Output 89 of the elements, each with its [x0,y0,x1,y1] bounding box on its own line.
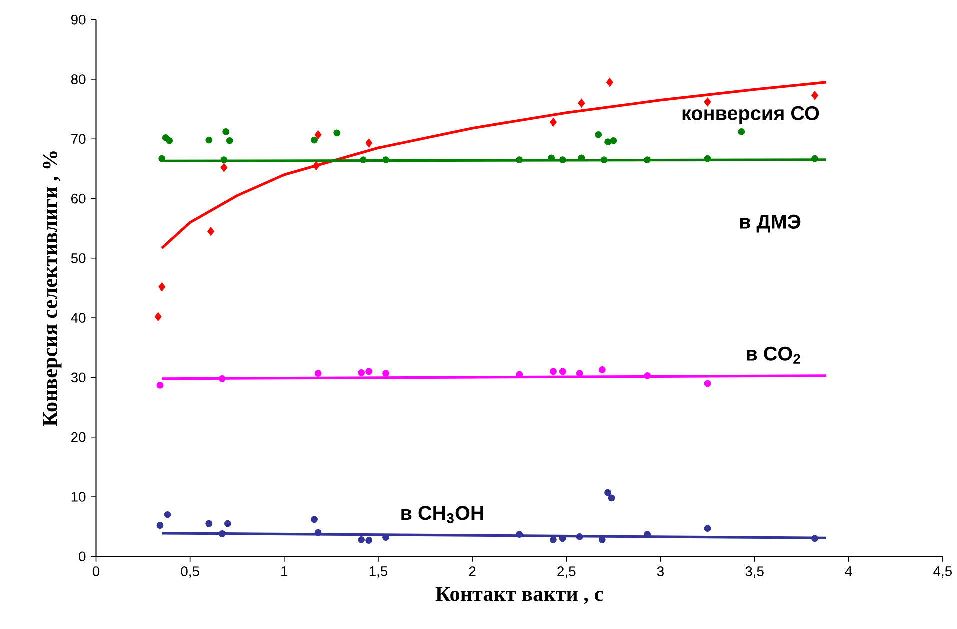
annotation: конверсия СО [682,106,820,124]
point [156,382,164,389]
point [166,137,174,144]
point [598,366,606,374]
point [314,529,322,536]
x-tick-label: 1 [282,566,288,576]
point [550,368,557,376]
point [516,531,524,538]
point [576,533,584,540]
point [206,520,213,528]
point [334,130,341,137]
point [224,520,232,528]
point [738,128,746,136]
point [311,516,318,524]
point [812,91,818,100]
point [382,370,390,377]
point [548,154,556,162]
point [218,375,226,382]
point [704,525,712,532]
x-tick-label: 4 [845,566,852,576]
point [382,156,390,164]
y-tick-label: 50 [71,253,86,264]
x-tick-label: 0,5 [181,566,200,578]
point [559,368,566,376]
point [576,370,584,377]
x-tick-label: 2 [469,566,476,576]
point [358,369,365,376]
y-tick-label: 30 [71,372,86,383]
y-tick-label: 80 [71,74,86,84]
point [311,136,318,144]
point [218,530,226,538]
point [366,138,373,148]
point [578,154,586,162]
point [550,536,557,544]
y-tick-label: 10 [72,492,86,502]
point [156,522,164,530]
point [704,380,712,388]
point [154,312,162,322]
point [559,156,566,164]
point [226,137,234,144]
annotation: в CO$_{2}$ [747,346,800,364]
point [220,156,228,164]
point [158,282,166,292]
point [312,161,320,170]
line-series [160,81,828,250]
y-tick-label: 20 [72,432,86,442]
point [208,227,214,236]
point [604,138,612,146]
point [366,368,373,376]
point [595,131,602,138]
point [812,155,818,162]
x-axis-title: Контакт вакти , с [436,587,604,604]
annotation: в ДМЭ [740,214,801,233]
point [358,536,365,544]
point [516,156,524,164]
point [206,136,213,144]
point [610,137,618,144]
point [550,118,557,127]
y-tick-label: 0 [79,552,86,562]
point [812,535,818,542]
x-tick-label: 0 [92,566,100,576]
point [644,156,651,164]
point [608,494,616,502]
point [314,130,322,140]
point [704,155,712,162]
point [222,128,230,136]
point [644,372,651,380]
point [606,78,614,87]
point [366,537,373,544]
point [578,98,586,108]
point [360,156,367,164]
x-tick-label: 2,5 [558,566,576,578]
y-tick-label: 40 [71,313,86,323]
point [604,489,612,496]
point [600,156,608,164]
x-tick-label: 3 [657,566,664,576]
point [314,370,322,377]
point [704,98,712,107]
annotation: в CH$_{3}$OH [402,506,484,524]
point [158,155,166,162]
y-tick-label: 60 [72,194,86,204]
x-tick-label: 1,5 [370,566,388,578]
y-tick-label: 70 [72,134,86,144]
point [164,511,172,518]
y-axis-title: Конверсия селективлиги , % [43,152,62,426]
point [220,163,228,172]
x-tick-label: 3,5 [746,566,764,578]
x-tick-label: 4,5 [934,566,952,578]
y-tick-label: 90 [71,14,86,25]
